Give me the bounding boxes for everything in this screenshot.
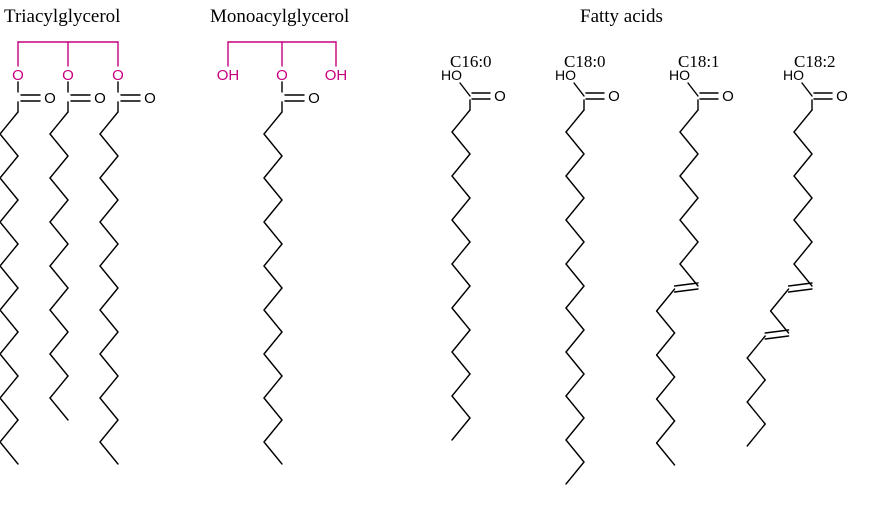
fa-label-3: C18:2 <box>794 52 836 72</box>
svg-text:O: O <box>44 90 56 107</box>
fa-label-0: C16:0 <box>450 52 492 72</box>
svg-text:O: O <box>494 88 506 105</box>
svg-text:O: O <box>144 90 156 107</box>
svg-text:OH: OH <box>217 67 240 84</box>
chemistry-canvas: OOOOOOOHOOHOHOOHOOHOOHOO <box>0 0 878 526</box>
svg-text:O: O <box>308 90 320 107</box>
svg-text:O: O <box>722 88 734 105</box>
svg-text:O: O <box>836 88 848 105</box>
title-fatty-acids: Fatty acids <box>580 6 663 28</box>
svg-text:O: O <box>94 90 106 107</box>
svg-text:O: O <box>608 88 620 105</box>
fa-label-1: C18:0 <box>564 52 606 72</box>
svg-text:OH: OH <box>325 67 348 84</box>
title-monoacylglycerol: Monoacylglycerol <box>210 6 349 28</box>
fa-label-2: C18:1 <box>678 52 720 72</box>
title-triacylglycerol: Triacylglycerol <box>4 6 120 28</box>
